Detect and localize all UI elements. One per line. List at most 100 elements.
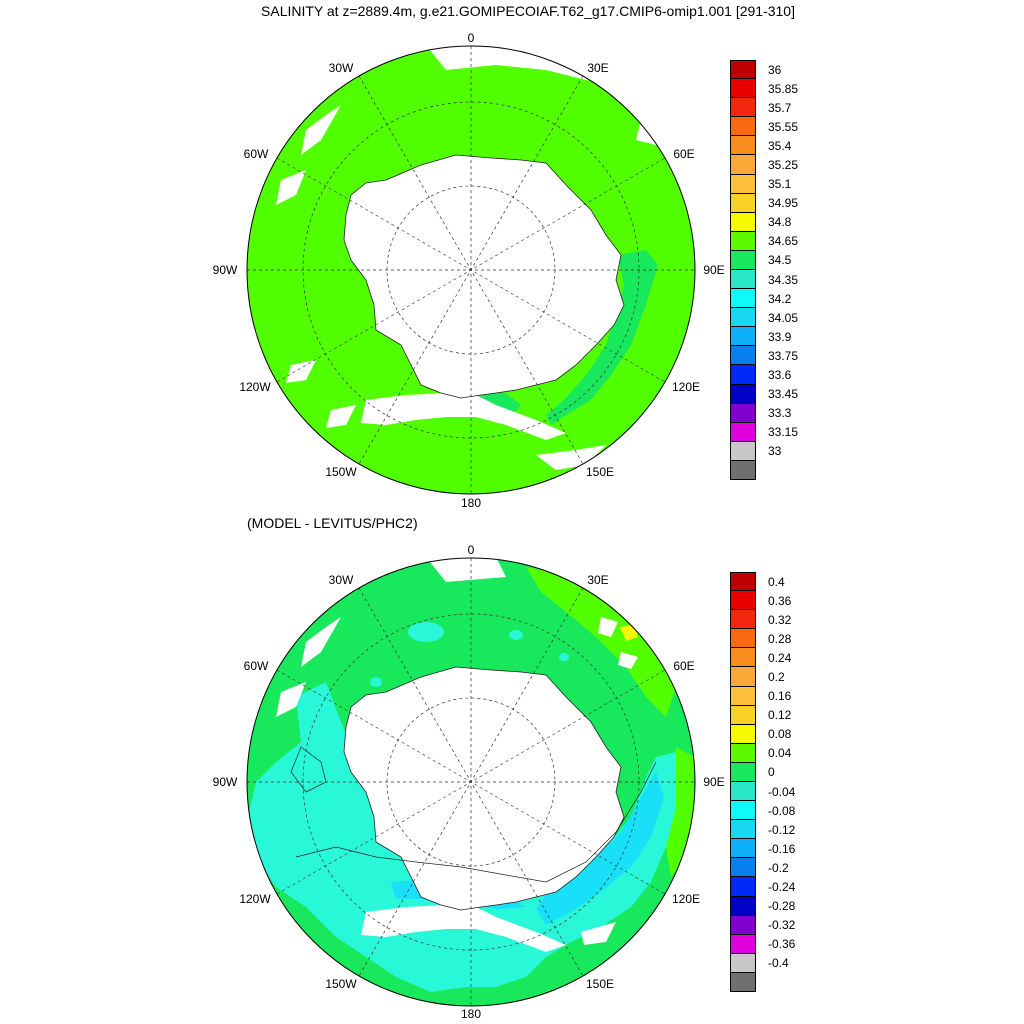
lon-label-150w: 150W	[325, 465, 357, 479]
colorbar-tick-label: 35.85	[768, 81, 799, 96]
lon-label-120w: 120W	[239, 892, 271, 906]
colorbar-swatch	[730, 79, 756, 99]
colorbar-tick-label: -0.36	[768, 937, 796, 952]
bottom-map-title: (MODEL - LEVITUS/PHC2)	[247, 515, 418, 531]
colorbar-tick-label: 35.4	[768, 138, 792, 153]
colorbar-swatch	[730, 610, 756, 630]
colorbar-tick-label: 34.5	[768, 253, 792, 268]
colorbar-swatch	[730, 724, 756, 744]
lon-label-90w: 90W	[212, 775, 238, 789]
colorbar-swatch	[730, 327, 756, 347]
lon-label-120e: 120E	[671, 892, 701, 906]
colorbar-tick-label: -0.32	[768, 918, 796, 933]
colorbar-swatch	[730, 270, 756, 290]
colorbar-swatch	[730, 915, 756, 935]
colorbar-swatch	[730, 155, 756, 175]
colorbar-tick-label: 0.16	[768, 689, 792, 704]
difference-lime-atlantic	[526, 567, 676, 717]
difference-cyan-spot	[370, 677, 382, 687]
lon-label-30e: 30E	[587, 573, 609, 587]
colorbar-tick-label: 0	[768, 765, 775, 780]
colorbar-tick-label: -0.24	[768, 880, 796, 894]
antarctica-coastline	[343, 154, 625, 399]
lon-label-90e: 90E	[703, 263, 725, 277]
colorbar-tick-label: 0.24	[768, 650, 792, 665]
lon-label-30w: 30W	[328, 61, 354, 75]
land-mask	[276, 558, 638, 952]
colorbar-swatch	[730, 193, 756, 213]
lon-label-180: 180	[460, 496, 482, 510]
salinity-colorbar: 36 35.85 35.7 35.55 35.4 35.25 35.1 34.95 34.8 34…	[730, 60, 798, 480]
difference-yellow-patch	[620, 625, 638, 641]
colorbar-swatch	[730, 743, 756, 763]
colorbar-tick-label: 0.2	[768, 670, 785, 684]
colorbar-tick-label: 0.4	[768, 574, 785, 589]
colorbar-tick-label: 34.05	[768, 310, 799, 325]
colorbar-tick-label: 34.8	[768, 215, 792, 230]
colorbar-swatch	[730, 858, 756, 878]
colorbar-tick-label: -0.28	[768, 899, 796, 914]
colorbar-swatch	[730, 422, 756, 442]
colorbar-tick-label: -0.4	[768, 956, 789, 971]
colorbar-tick-label: 33.6	[768, 368, 792, 382]
map-boundary	[246, 557, 696, 1007]
colorbar-swatch	[730, 460, 756, 480]
colorbar-tick-label: -0.2	[768, 860, 789, 875]
colorbar-swatch	[730, 60, 756, 80]
colorbar-swatch	[730, 762, 756, 782]
colorbar-tick-label: 36	[768, 62, 782, 77]
lon-label-30e: 30E	[587, 61, 609, 75]
lon-label-120w: 120W	[239, 380, 271, 394]
colorbar-tick-label: 0.12	[768, 708, 792, 723]
colorbar-swatch	[730, 972, 756, 992]
colorbar-tick-label: 35.1	[768, 177, 792, 192]
salinity-band-indian	[546, 250, 658, 425]
colorbar-swatch	[730, 117, 756, 137]
colorbar-tick-label: 33.3	[768, 406, 792, 421]
colorbar-swatch	[730, 174, 756, 194]
colorbar-swatch	[730, 877, 756, 897]
lon-label-150e: 150E	[585, 977, 615, 991]
colorbar-swatch	[730, 934, 756, 954]
lon-label-60e: 60E	[673, 659, 695, 673]
lon-label-120e: 120E	[671, 380, 701, 394]
colorbar-swatch	[730, 648, 756, 668]
colorbar-tick-label: -0.08	[768, 803, 796, 818]
colorbar-swatch	[730, 250, 756, 270]
colorbar-swatch	[730, 782, 756, 802]
colorbar-tick-label: 0.36	[768, 593, 792, 608]
colorbar-swatch	[730, 289, 756, 309]
salinity-polar-map	[246, 45, 696, 495]
colorbar-tick-label: 0.08	[768, 727, 792, 742]
difference-map-svg	[246, 557, 696, 1007]
lon-label-0: 0	[467, 31, 475, 45]
lon-label-180: 180	[460, 1007, 482, 1021]
map-boundary	[246, 45, 696, 495]
lon-label-30w: 30W	[328, 573, 354, 587]
lon-label-90e: 90E	[703, 775, 725, 789]
colorbar-tick-label: 34.2	[768, 291, 792, 306]
lon-label-0: 0	[467, 543, 475, 557]
difference-cyan-spot	[559, 653, 569, 661]
lon-label-60e: 60E	[673, 147, 695, 161]
lon-label-60w: 60W	[243, 659, 269, 673]
salinity-map-svg	[246, 45, 696, 495]
colorbar-swatch	[730, 212, 756, 232]
colorbar-tick-label: -0.12	[768, 822, 796, 837]
difference-polar-map	[246, 557, 696, 1007]
colorbar-swatch	[730, 820, 756, 840]
zero-contour	[295, 761, 657, 883]
colorbar-swatch	[730, 403, 756, 423]
top-map-title: SALINITY at z=2889.4m, g.e21.GOMIPECOIAF…	[261, 3, 795, 19]
colorbar-swatch	[730, 705, 756, 725]
difference-cyan-spot	[408, 622, 444, 642]
difference-lightblue-band	[536, 772, 664, 925]
colorbar-tick-label: 35.7	[768, 100, 792, 115]
lon-label-60w: 60W	[243, 147, 269, 161]
colorbar-swatch	[730, 231, 756, 251]
colorbar-swatch	[730, 896, 756, 916]
colorbar-tick-label: 35.55	[768, 119, 799, 134]
colorbar-tick-label: 0.32	[768, 612, 792, 627]
lon-label-90w: 90W	[212, 263, 238, 277]
colorbar-swatch	[730, 686, 756, 706]
